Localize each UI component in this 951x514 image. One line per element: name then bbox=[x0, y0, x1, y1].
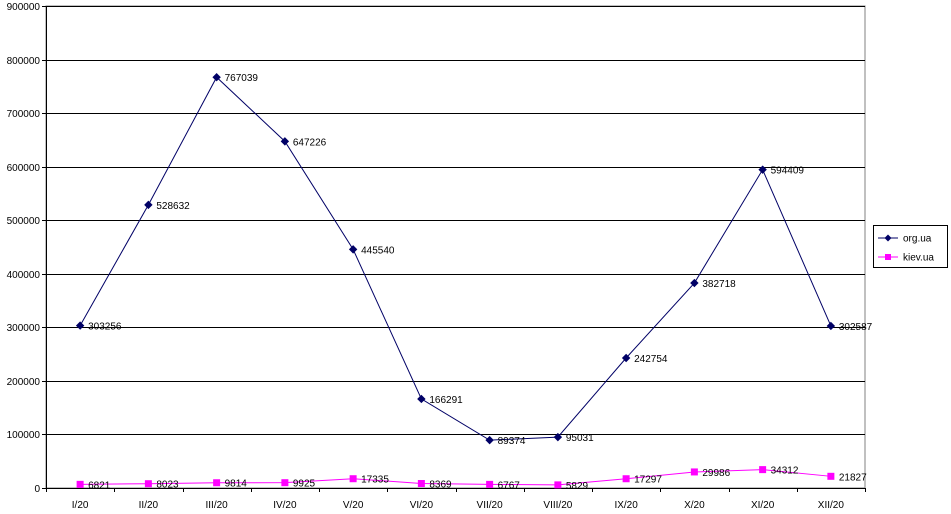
data-labels: 303256 528632 767039 647226 445540 166291 8937… bbox=[88, 73, 873, 492]
data-label: 166291 bbox=[429, 395, 463, 406]
data-label: 8023 bbox=[156, 480, 179, 491]
data-label: 594409 bbox=[771, 166, 805, 177]
legend: org.ua kiev.ua bbox=[873, 225, 948, 268]
gridlines bbox=[45, 5, 866, 489]
data-point bbox=[349, 475, 357, 483]
series bbox=[75, 73, 836, 489]
data-label: 767039 bbox=[225, 73, 259, 84]
series-line-org.ua bbox=[79, 76, 832, 441]
x-tick-label: IV/20 bbox=[273, 500, 297, 511]
x-tick-label: VII/20 bbox=[477, 500, 504, 511]
data-label: 5829 bbox=[566, 481, 589, 492]
data-point bbox=[76, 480, 84, 488]
data-label: 302587 bbox=[839, 322, 873, 333]
data-point bbox=[554, 481, 562, 489]
data-point bbox=[486, 480, 494, 488]
data-point bbox=[213, 479, 221, 487]
y-tick-label: 700000 bbox=[7, 109, 41, 120]
data-point bbox=[759, 466, 767, 474]
y-tick-label: 200000 bbox=[7, 377, 41, 388]
data-label: 17297 bbox=[634, 475, 662, 486]
x-tick-label: II/20 bbox=[139, 500, 159, 511]
y-tick-label: 100000 bbox=[7, 430, 41, 441]
data-point bbox=[212, 73, 221, 82]
data-label: 9814 bbox=[225, 479, 248, 490]
data-label: 8369 bbox=[429, 480, 452, 491]
y-tick-label: 500000 bbox=[7, 216, 41, 227]
data-point bbox=[281, 479, 289, 487]
legend-marker bbox=[885, 254, 891, 260]
data-point bbox=[553, 432, 563, 442]
data-point bbox=[621, 353, 631, 363]
data-label: 95031 bbox=[566, 433, 594, 444]
data-label: 89374 bbox=[498, 436, 526, 447]
data-label: 17335 bbox=[361, 475, 389, 486]
data-point bbox=[758, 165, 767, 174]
x-tick-label: VIII/20 bbox=[543, 500, 572, 511]
plot-border bbox=[45, 5, 866, 489]
series-line-kiev.ua bbox=[80, 469, 831, 486]
data-point bbox=[690, 278, 699, 288]
y-tick-label: 600000 bbox=[7, 163, 41, 174]
x-tick-label: XI/20 bbox=[751, 500, 775, 511]
data-point bbox=[690, 468, 698, 476]
data-label: 34312 bbox=[771, 466, 799, 477]
x-tick-label: I/20 bbox=[72, 500, 89, 511]
data-point bbox=[417, 480, 425, 488]
data-point bbox=[827, 472, 835, 480]
data-point bbox=[826, 321, 836, 331]
legend-box bbox=[873, 225, 948, 268]
x-tick-label: IX/20 bbox=[614, 500, 638, 511]
x-tick-label: XII/20 bbox=[818, 500, 845, 511]
data-label: 647226 bbox=[293, 137, 327, 148]
legend-marker bbox=[884, 234, 892, 242]
legend-label: org.ua bbox=[903, 234, 932, 245]
x-tick-label: VI/20 bbox=[410, 500, 434, 511]
data-label: 6767 bbox=[498, 480, 521, 491]
data-label: 445540 bbox=[361, 245, 395, 256]
y-tick-label: 0 bbox=[34, 484, 40, 495]
data-point bbox=[280, 137, 290, 146]
y-tick-label: 300000 bbox=[7, 323, 41, 334]
axes: 0 100000 200000 300000 400000 500000 600000 700… bbox=[7, 2, 866, 511]
data-point bbox=[485, 435, 494, 445]
x-tick-label: X/20 bbox=[684, 500, 705, 511]
y-tick-label: 900000 bbox=[7, 2, 41, 13]
x-tick-label: III/20 bbox=[206, 500, 229, 511]
data-point bbox=[417, 394, 426, 404]
data-label: 21827 bbox=[839, 472, 867, 483]
y-tick-label: 800000 bbox=[7, 56, 41, 67]
data-point bbox=[622, 475, 630, 483]
y-tick-label: 400000 bbox=[7, 270, 41, 281]
data-label: 6821 bbox=[88, 480, 111, 491]
data-label: 528632 bbox=[156, 201, 190, 212]
data-point bbox=[144, 480, 152, 488]
data-point bbox=[144, 200, 153, 210]
data-point bbox=[348, 245, 358, 254]
data-label: 9925 bbox=[293, 479, 316, 490]
legend-label: kiev.ua bbox=[903, 253, 934, 264]
data-label: 29986 bbox=[702, 468, 730, 479]
data-label: 382718 bbox=[702, 279, 736, 290]
data-label: 303256 bbox=[88, 322, 122, 333]
data-label: 242754 bbox=[634, 354, 668, 365]
data-point bbox=[75, 321, 85, 330]
x-tick-label: V/20 bbox=[343, 500, 364, 511]
